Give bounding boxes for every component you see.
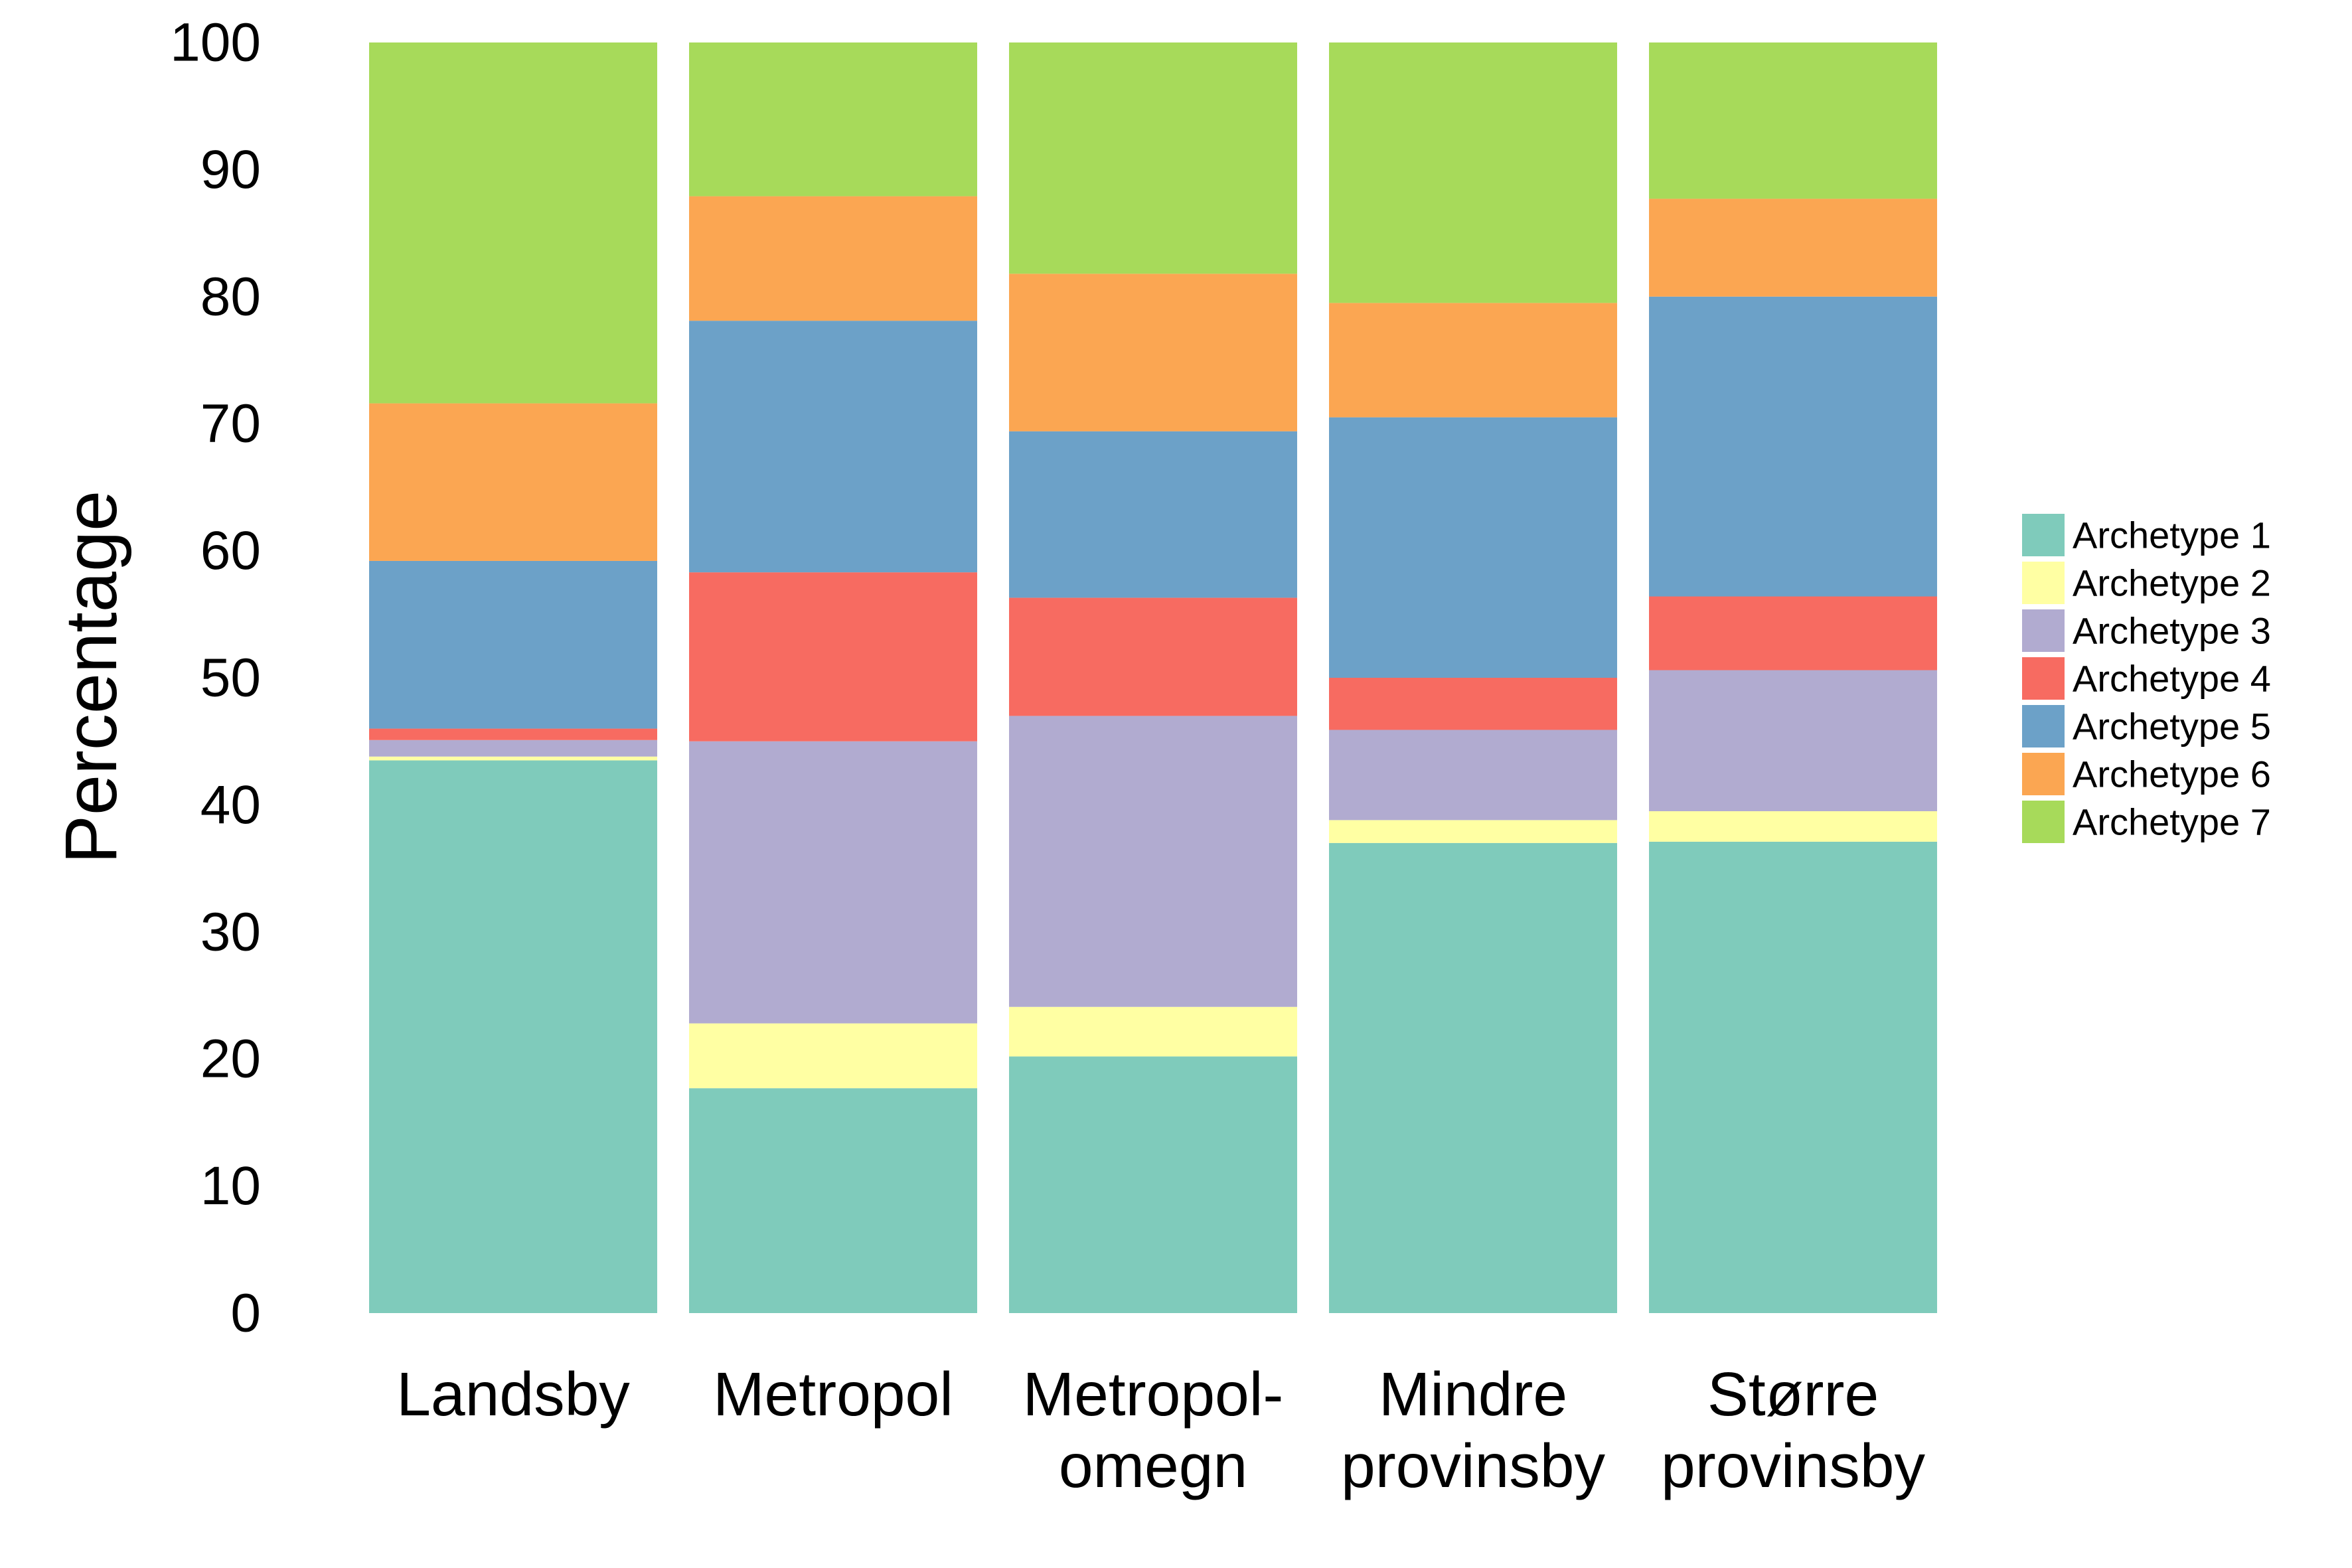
y-axis-title: Percentage: [50, 491, 132, 864]
y-tick-label: 20: [200, 1029, 261, 1089]
legend-swatch: [2022, 562, 2065, 604]
legend-swatch: [2022, 801, 2065, 843]
y-tick-label: 40: [200, 775, 261, 835]
x-category-label: provinsby: [1341, 1431, 1606, 1500]
legend-swatch: [2022, 657, 2065, 700]
bar-segment: [1649, 811, 1937, 842]
x-category-label: omegn: [1059, 1431, 1247, 1500]
legend-label: Archetype 6: [2073, 753, 2271, 795]
bar-segment: [689, 321, 977, 573]
legend-label: Archetype 5: [2073, 706, 2271, 747]
y-tick-label: 10: [200, 1156, 261, 1216]
bar-segment: [369, 403, 657, 561]
bar-segment: [1649, 198, 1937, 297]
bar-segment: [1009, 597, 1297, 716]
legend-swatch: [2022, 705, 2065, 747]
bar-segment: [369, 740, 657, 757]
legend-swatch: [2022, 514, 2065, 556]
bar-segment: [1329, 820, 1617, 843]
bar-segment: [689, 196, 977, 321]
legend-item: Archetype 3: [2022, 609, 2271, 652]
y-tick-label: 30: [200, 902, 261, 962]
x-category-label: provinsby: [1661, 1431, 1926, 1500]
bar-segment: [1329, 730, 1617, 821]
bar-segment: [689, 1088, 977, 1313]
legend-swatch: [2022, 753, 2065, 795]
legend-label: Archetype 3: [2073, 610, 2271, 652]
bar-segment: [1649, 596, 1937, 670]
bar-stack: [689, 42, 977, 1313]
x-category-label: Landsby: [396, 1360, 630, 1429]
bar-segment: [689, 572, 977, 742]
legend-item: Archetype 6: [2022, 753, 2271, 795]
bar-segment: [1329, 303, 1617, 418]
legend-item: Archetype 5: [2022, 705, 2271, 747]
bar-segment: [1329, 42, 1617, 303]
y-tick-label: 50: [200, 648, 261, 708]
x-category-label: Metropol-: [1023, 1360, 1284, 1429]
bar-segment: [369, 560, 657, 729]
y-tick-label: 100: [170, 13, 261, 73]
bar-stack: [1009, 42, 1297, 1313]
bar-segment: [689, 42, 977, 196]
legend-label: Archetype 1: [2073, 514, 2271, 556]
bar-segment: [1009, 431, 1297, 598]
x-axis-labels: Landsby Metropol Metropol-omegnMindreprovi…: [396, 1360, 1925, 1500]
y-tick-label: 90: [200, 139, 261, 200]
bar-segment: [689, 741, 977, 1024]
bar-stack: [1649, 42, 1937, 1313]
y-axis-ticks: 0 10 20 30 40 50 60 70 80 90 100: [170, 13, 261, 1344]
bar-segment: [1329, 417, 1617, 678]
bar-stack: [369, 42, 657, 1313]
legend-label: Archetype 2: [2073, 562, 2271, 604]
bar-segment: [689, 1023, 977, 1089]
legend: Archetype 1 Archetype 2 Archetype 3 Archety…: [2022, 514, 2271, 843]
legend-item: Archetype 7: [2022, 801, 2271, 843]
bars: [369, 42, 1937, 1313]
x-category-label: Metropol: [713, 1360, 953, 1429]
x-category-label: Større: [1707, 1360, 1879, 1429]
legend-label: Archetype 7: [2073, 801, 2271, 843]
legend-item: Archetype 1: [2022, 514, 2271, 556]
bar-segment: [1649, 42, 1937, 199]
x-category-label: Mindre: [1379, 1360, 1567, 1429]
bar-segment: [1649, 296, 1937, 597]
y-tick-label: 70: [200, 394, 261, 454]
y-tick-label: 60: [200, 520, 261, 581]
legend-item: Archetype 4: [2022, 657, 2271, 700]
bar-segment: [1009, 1006, 1297, 1057]
bar-segment: [369, 756, 657, 761]
legend-swatch: [2022, 609, 2065, 652]
bar-segment: [1329, 842, 1617, 1313]
bar-segment: [1009, 716, 1297, 1007]
bar-stack: [1329, 42, 1617, 1313]
bar-segment: [369, 760, 657, 1313]
bar-segment: [369, 42, 657, 404]
bar-segment: [1009, 42, 1297, 274]
bar-segment: [1649, 670, 1937, 811]
bar-segment: [1649, 841, 1937, 1313]
bar-segment: [369, 728, 657, 740]
bar-segment: [1329, 678, 1617, 730]
y-tick-label: 0: [230, 1283, 261, 1344]
bar-segment: [1009, 274, 1297, 431]
legend-label: Archetype 4: [2073, 658, 2271, 700]
y-axis-title-group: Percentage: [50, 491, 132, 864]
bar-segment: [1009, 1056, 1297, 1313]
y-tick-label: 80: [200, 266, 261, 327]
legend-item: Archetype 2: [2022, 562, 2271, 604]
